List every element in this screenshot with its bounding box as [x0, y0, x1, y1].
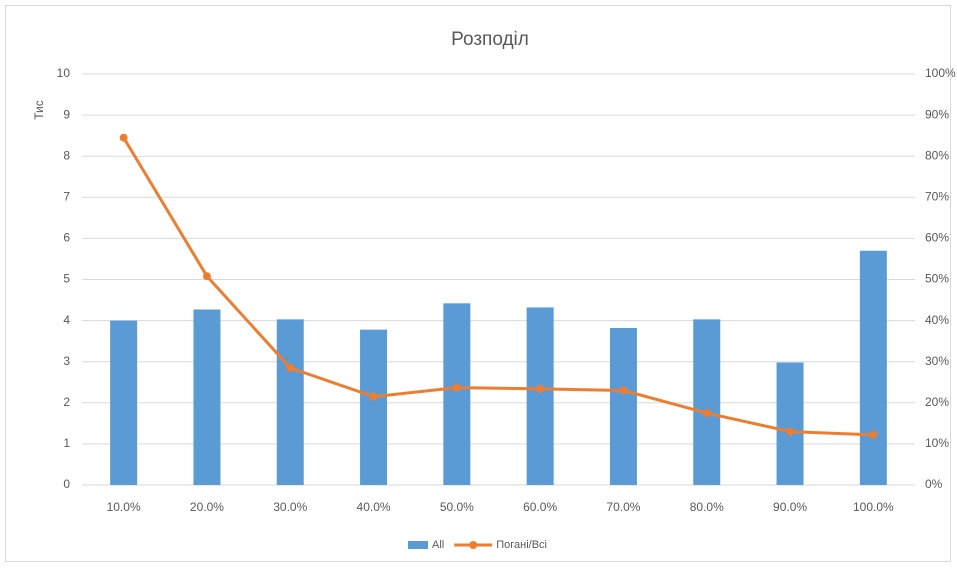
line: [122, 136, 874, 437]
chart-frame: [5, 5, 951, 562]
x-tick-label: 50.0%: [440, 500, 474, 514]
y-tick-label: 1: [63, 436, 70, 450]
y-axis-label: Тис: [32, 100, 46, 120]
line-marker: [119, 133, 128, 142]
y2-tick-label: 10%: [925, 436, 949, 450]
bar: [193, 309, 221, 485]
y-tick-label: 7: [63, 189, 70, 203]
y-tick-label: 4: [63, 313, 70, 327]
y2-tick-label: 90%: [925, 107, 949, 121]
y2-tick-label: 20%: [925, 395, 949, 409]
x-tick-label: 70.0%: [606, 500, 640, 514]
legend-label: Погані/Всі: [496, 539, 547, 551]
line-marker: [286, 363, 295, 372]
y-tick-label: 0: [63, 477, 70, 491]
x-tick-label: 10.0%: [107, 500, 141, 514]
y-tick-label: 2: [63, 395, 70, 409]
line-marker: [452, 383, 461, 392]
bar: [609, 327, 637, 485]
line-marker: [202, 272, 211, 281]
line-marker: [702, 409, 711, 418]
bar: [443, 303, 471, 485]
bar: [693, 319, 721, 485]
y-tick-label: 3: [63, 354, 70, 368]
y2-tick-label: 30%: [925, 354, 949, 368]
line-marker: [786, 427, 795, 436]
legend-label: All: [432, 539, 444, 551]
x-tick-label: 80.0%: [690, 500, 724, 514]
legend-swatch: [469, 541, 478, 549]
chart-title: Розподіл: [451, 29, 529, 50]
y2-tick-label: 60%: [925, 231, 949, 245]
bar: [360, 329, 388, 485]
x-tick-label: 100.0%: [853, 500, 894, 514]
y2-tick-label: 100%: [925, 66, 956, 80]
y2-tick-label: 70%: [925, 189, 949, 203]
x-tick-label: 40.0%: [357, 500, 391, 514]
line-marker: [369, 392, 378, 401]
x-tick-label: 90.0%: [773, 500, 807, 514]
y-tick-label: 9: [63, 107, 70, 121]
line-marker: [536, 384, 545, 393]
legend-swatch: [408, 541, 428, 549]
line-marker: [869, 430, 878, 439]
bar: [276, 319, 304, 485]
y-tick-label: 8: [63, 148, 70, 162]
y2-tick-label: 40%: [925, 313, 949, 327]
y-tick-label: 5: [63, 272, 70, 286]
y2-tick-label: 0%: [925, 477, 943, 491]
y2-tick-label: 80%: [925, 148, 949, 162]
y-tick-label: 10: [57, 66, 71, 80]
line-marker: [619, 386, 628, 395]
bar: [110, 320, 138, 485]
bar: [859, 250, 887, 485]
y-tick-label: 6: [63, 231, 70, 245]
x-tick-label: 30.0%: [273, 500, 307, 514]
bar: [526, 307, 554, 485]
y2-tick-label: 50%: [925, 272, 949, 286]
x-tick-label: 60.0%: [523, 500, 557, 514]
bar: [776, 362, 804, 485]
x-tick-label: 20.0%: [190, 500, 224, 514]
